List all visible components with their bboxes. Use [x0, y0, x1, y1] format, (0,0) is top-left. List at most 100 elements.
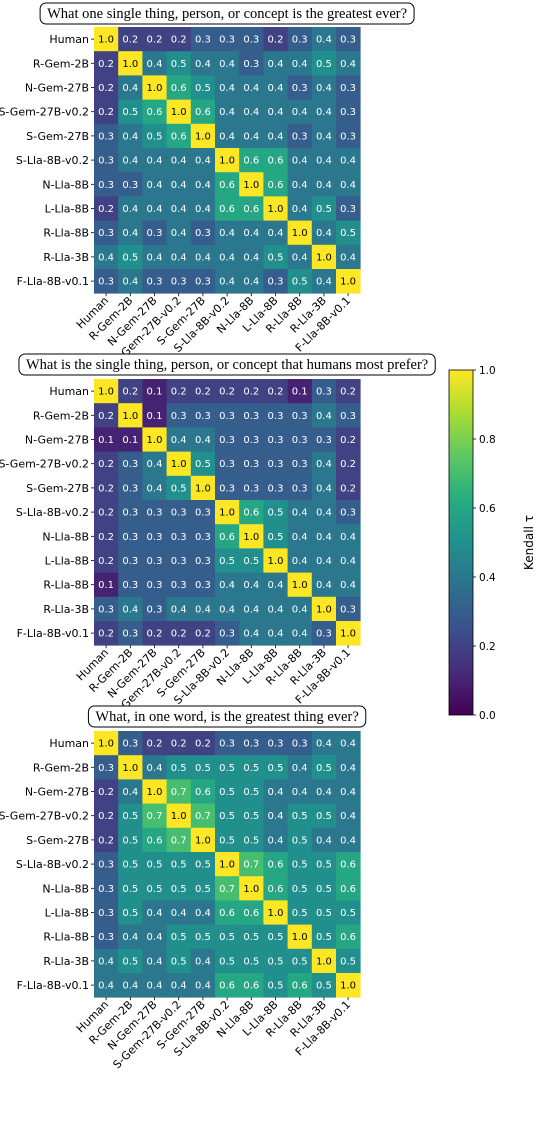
- heatmap-cell: [94, 244, 119, 270]
- heatmap-cell: [239, 621, 264, 646]
- cell-value-label: 1.0: [268, 204, 284, 215]
- heatmap-cell: [118, 755, 143, 780]
- cell-value-label: 0.4: [316, 508, 332, 519]
- heatmap-cell: [287, 379, 313, 404]
- heatmap-cell: [142, 731, 167, 756]
- heatmap-cell: [239, 924, 264, 950]
- cell-value-label: 1.0: [219, 860, 235, 871]
- cell-value-label: 1.0: [195, 483, 211, 494]
- heatmap-cell: [166, 269, 192, 294]
- cell-value-label: 1.0: [243, 180, 259, 191]
- heatmap-cell: [287, 75, 313, 100]
- heatmap-cell: [190, 51, 216, 76]
- cell-value-label: 0.5: [122, 860, 138, 871]
- cell-value-label: 0.3: [243, 59, 259, 70]
- cell-value-label: 0.3: [268, 277, 284, 288]
- heatmap-cell: [166, 924, 192, 950]
- cell-value-label: 0.4: [122, 981, 138, 992]
- heatmap-cell: [263, 172, 288, 197]
- row-label: S-Gem-27B-v0.2: [0, 458, 89, 471]
- heatmap-panel-3: What, in one word, is the greatest thing…: [0, 705, 367, 1071]
- row-label: Human: [49, 385, 89, 398]
- cell-value-label: 0.1: [147, 411, 163, 422]
- cell-value-label: 1.0: [243, 884, 259, 895]
- cell-value-label: 0.5: [316, 884, 332, 895]
- row-label: L-Lla-8B: [45, 203, 89, 216]
- heatmap-cell: [118, 852, 143, 877]
- row-label: N-Gem-27B: [25, 82, 89, 95]
- heatmap-cell: [311, 596, 337, 622]
- heatmap-cell: [263, 427, 288, 452]
- cell-value-label: 0.6: [243, 508, 259, 519]
- cell-value-label: 0.5: [171, 884, 187, 895]
- cell-value-label: 0.5: [171, 483, 187, 494]
- heatmap-cell: [336, 755, 361, 780]
- heatmap-cell: [215, 220, 240, 246]
- row-label: F-Lla-8B-v0.1: [17, 275, 89, 288]
- cell-value-label: 0.6: [340, 860, 356, 871]
- heatmap-cell: [118, 172, 143, 197]
- heatmap-panel-2: What is the single thing, person, or con…: [0, 353, 436, 719]
- row-label: S-Lla-8B-v0.2: [16, 858, 89, 871]
- heatmap-cell: [215, 827, 240, 853]
- heatmap-cell: [239, 269, 264, 294]
- heatmap-cell: [166, 876, 192, 901]
- cell-value-label: 0.4: [340, 252, 356, 263]
- heatmap-cell: [190, 779, 216, 804]
- heatmap-cell: [336, 731, 361, 756]
- cell-value-label: 0.7: [171, 835, 187, 846]
- heatmap-cell: [94, 75, 119, 100]
- cell-value-label: 1.0: [195, 835, 211, 846]
- cell-value-label: 0.4: [195, 252, 211, 263]
- cell-value-label: 0.3: [292, 35, 308, 46]
- cell-value-label: 0.3: [122, 739, 138, 750]
- heatmap-cell: [118, 403, 143, 428]
- cell-value-label: 0.2: [98, 411, 114, 422]
- cell-value-label: 0.3: [268, 411, 284, 422]
- panel-title: What is the single thing, person, or con…: [18, 353, 436, 376]
- heatmap-cell: [263, 621, 288, 646]
- heatmap-cell: [118, 524, 143, 549]
- heatmap-cell: [118, 924, 143, 950]
- cell-value-label: 0.4: [147, 156, 163, 167]
- row-label: R-Lla-3B: [43, 251, 89, 264]
- cell-value-label: 0.2: [98, 107, 114, 118]
- cell-value-label: 0.5: [219, 956, 235, 967]
- cell-value-label: 0.4: [316, 556, 332, 567]
- heatmap-cell: [263, 196, 288, 221]
- cell-value-label: 0.5: [122, 107, 138, 118]
- heatmap-cell: [263, 269, 288, 294]
- cell-value-label: 0.3: [316, 435, 332, 446]
- heatmap-cell: [142, 621, 167, 646]
- cell-value-label: 0.2: [195, 739, 211, 750]
- cell-value-label: 0.4: [195, 435, 211, 446]
- cell-value-label: 0.5: [122, 956, 138, 967]
- cell-value-label: 0.2: [340, 459, 356, 470]
- cell-value-label: 0.5: [195, 459, 211, 470]
- cell-value-label: 0.3: [219, 739, 235, 750]
- cell-value-label: 0.3: [292, 483, 308, 494]
- cell-value-label: 0.5: [316, 204, 332, 215]
- heatmap-cell: [311, 269, 337, 294]
- heatmap-cell: [94, 220, 119, 246]
- heatmap-cell: [263, 475, 288, 501]
- cell-value-label: 0.4: [243, 107, 259, 118]
- cell-value-label: 0.4: [268, 228, 284, 239]
- cell-value-label: 0.3: [243, 435, 259, 446]
- heatmap-cell: [118, 779, 143, 804]
- heatmap-cell: [118, 244, 143, 270]
- heatmap-cell: [263, 827, 288, 853]
- cell-value-label: 0.5: [292, 884, 308, 895]
- cell-value-label: 0.5: [316, 811, 332, 822]
- heatmap-cell: [263, 548, 288, 573]
- cell-value-label: 0.1: [98, 435, 114, 446]
- cell-value-label: 0.3: [195, 228, 211, 239]
- cell-value-label: 0.4: [292, 252, 308, 263]
- row-label: L-Lla-8B: [45, 907, 89, 920]
- cell-value-label: 0.4: [219, 580, 235, 591]
- heatmap-cell: [311, 755, 337, 780]
- row-label: S-Gem-27B: [26, 834, 89, 847]
- heatmap-cell: [263, 244, 288, 270]
- cell-value-label: 0.4: [171, 252, 187, 263]
- heatmap-cell: [287, 973, 313, 998]
